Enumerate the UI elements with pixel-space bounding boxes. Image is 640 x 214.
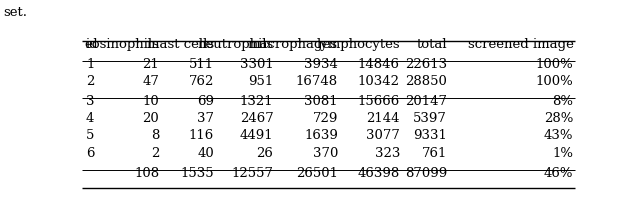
Text: macrophages: macrophages: [248, 38, 338, 51]
Text: 46398: 46398: [358, 167, 400, 180]
Text: 28850: 28850: [405, 75, 447, 88]
Text: 26501: 26501: [296, 167, 338, 180]
Text: 40: 40: [197, 147, 214, 160]
Text: 370: 370: [312, 147, 338, 160]
Text: 46%: 46%: [544, 167, 573, 180]
Text: 21: 21: [143, 58, 159, 71]
Text: 4: 4: [86, 112, 94, 125]
Text: 12557: 12557: [232, 167, 273, 180]
Text: 762: 762: [189, 75, 214, 88]
Text: 87099: 87099: [404, 167, 447, 180]
Text: 3934: 3934: [304, 58, 338, 71]
Text: 20147: 20147: [405, 95, 447, 108]
Text: 8%: 8%: [552, 95, 573, 108]
Text: 1: 1: [86, 58, 94, 71]
Text: 323: 323: [374, 147, 400, 160]
Text: 1321: 1321: [240, 95, 273, 108]
Text: 47: 47: [143, 75, 159, 88]
Text: 729: 729: [312, 112, 338, 125]
Text: 951: 951: [248, 75, 273, 88]
Text: 9331: 9331: [413, 129, 447, 143]
Text: set.: set.: [3, 6, 27, 19]
Text: 16748: 16748: [296, 75, 338, 88]
Text: 5: 5: [86, 129, 94, 143]
Text: 761: 761: [422, 147, 447, 160]
Text: 2: 2: [86, 75, 94, 88]
Text: 116: 116: [189, 129, 214, 143]
Text: lymphocytes: lymphocytes: [316, 38, 400, 51]
Text: 100%: 100%: [536, 58, 573, 71]
Text: 8: 8: [151, 129, 159, 143]
Text: 3081: 3081: [304, 95, 338, 108]
Text: screened image: screened image: [468, 38, 573, 51]
Text: 2144: 2144: [367, 112, 400, 125]
Text: total: total: [417, 38, 447, 51]
Text: 108: 108: [134, 167, 159, 180]
Text: 6: 6: [86, 147, 95, 160]
Text: 10: 10: [143, 95, 159, 108]
Text: 15666: 15666: [358, 95, 400, 108]
Text: 2: 2: [151, 147, 159, 160]
Text: 3: 3: [86, 95, 95, 108]
Text: 4491: 4491: [240, 129, 273, 143]
Text: mast cells: mast cells: [147, 38, 214, 51]
Text: 1639: 1639: [304, 129, 338, 143]
Text: 10342: 10342: [358, 75, 400, 88]
Text: 100%: 100%: [536, 75, 573, 88]
Text: 2467: 2467: [240, 112, 273, 125]
Text: id: id: [86, 38, 99, 51]
Text: eosinophils: eosinophils: [84, 38, 159, 51]
Text: 20: 20: [143, 112, 159, 125]
Text: 69: 69: [197, 95, 214, 108]
Text: 511: 511: [189, 58, 214, 71]
Text: 1%: 1%: [552, 147, 573, 160]
Text: 14846: 14846: [358, 58, 400, 71]
Text: neutrophils: neutrophils: [197, 38, 273, 51]
Text: 37: 37: [197, 112, 214, 125]
Text: 3077: 3077: [366, 129, 400, 143]
Text: 22613: 22613: [405, 58, 447, 71]
Text: 26: 26: [257, 147, 273, 160]
Text: 1535: 1535: [180, 167, 214, 180]
Text: 3301: 3301: [240, 58, 273, 71]
Text: 5397: 5397: [413, 112, 447, 125]
Text: 28%: 28%: [544, 112, 573, 125]
Text: 43%: 43%: [544, 129, 573, 143]
